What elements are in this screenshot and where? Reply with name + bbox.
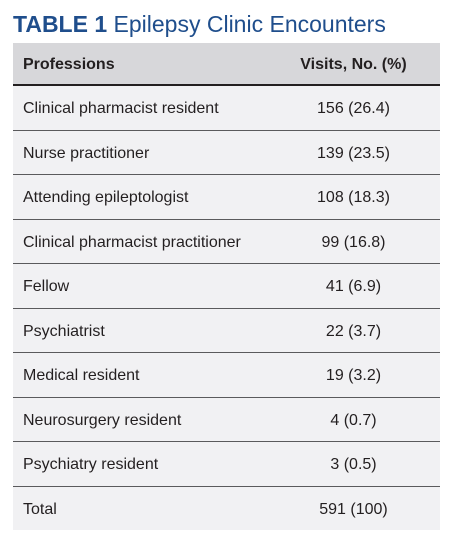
table-row: Psychiatrist 22 (3.7): [13, 309, 440, 353]
encounters-table: Professions Visits, No. (%) Clinical pha…: [13, 43, 440, 530]
profession-cell: Neurosurgery resident: [23, 411, 182, 429]
table-row: Neurosurgery resident 4 (0.7): [13, 398, 440, 442]
table-title: TABLE 1 Epilepsy Clinic Encounters: [13, 10, 386, 38]
profession-cell: Clinical pharmacist practitioner: [23, 233, 241, 251]
table-row: Clinical pharmacist resident 156 (26.4): [13, 86, 440, 131]
table-total-row: Total 591 (100): [13, 487, 440, 532]
visits-cell: 3 (0.5): [330, 456, 377, 473]
visits-cell: 41 (6.9): [325, 278, 382, 295]
table-header-row: Professions Visits, No. (%): [13, 43, 440, 86]
profession-cell: Attending epileptologist: [23, 189, 189, 206]
header-professions: Professions: [23, 56, 115, 73]
visits-cell: 108 (18.3): [317, 189, 390, 206]
visits-cell: 19 (3.2): [325, 367, 382, 384]
table-row: Fellow 41 (6.9): [13, 264, 440, 309]
table-row: Nurse practitioner 139 (23.5): [13, 131, 440, 175]
table-row: Psychiatry resident 3 (0.5): [13, 442, 440, 487]
table-caption: Epilepsy Clinic Encounters: [113, 11, 386, 37]
profession-cell: Nurse practitioner: [23, 144, 150, 162]
table-row: Attending epileptologist 108 (18.3): [13, 175, 440, 220]
profession-cell: Psychiatrist: [23, 322, 105, 340]
visits-cell: 22 (3.7): [325, 322, 382, 340]
profession-cell: Clinical pharmacist resident: [23, 100, 219, 117]
visits-cell: 99 (16.8): [321, 233, 386, 251]
table-number: TABLE 1: [13, 11, 108, 37]
profession-cell: Psychiatry resident: [23, 456, 159, 473]
total-label: Total: [23, 500, 57, 518]
profession-cell: Medical resident: [23, 367, 140, 384]
total-value: 591 (100): [319, 500, 388, 518]
table-row: Medical resident 19 (3.2): [13, 353, 440, 398]
visits-cell: 4 (0.7): [330, 411, 377, 429]
table-body: Clinical pharmacist resident 156 (26.4) …: [13, 86, 440, 531]
header-visits: Visits, No. (%): [300, 56, 407, 73]
profession-cell: Fellow: [23, 278, 70, 295]
visits-cell: 156 (26.4): [317, 100, 390, 117]
table-row: Clinical pharmacist practitioner 99 (16.…: [13, 220, 440, 264]
visits-cell: 139 (23.5): [317, 144, 390, 162]
